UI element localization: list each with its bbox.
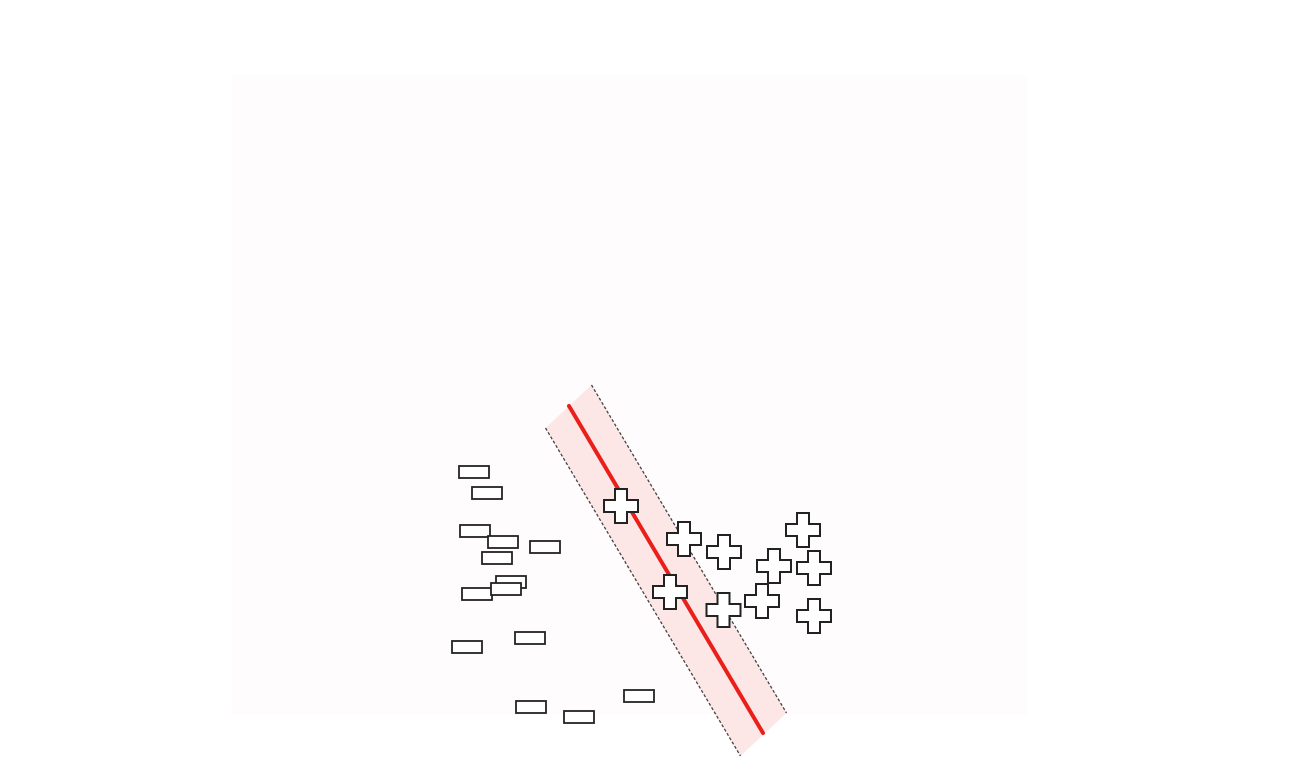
positive-point-8 [744, 583, 780, 619]
negative-point-5 [481, 551, 513, 565]
negative-point-9 [490, 582, 522, 596]
negative-point-3 [459, 524, 491, 538]
hyperplane-line [567, 404, 765, 735]
positive-point-4 [652, 574, 688, 610]
positive-point-1 [603, 488, 639, 524]
negative-point-14 [623, 689, 655, 703]
positive-point-3 [706, 534, 742, 570]
negative-point-10 [451, 640, 483, 654]
negative-point-8 [461, 587, 493, 601]
positive-point-10 [796, 598, 832, 634]
positive-point-7 [796, 550, 832, 586]
negative-point-11 [514, 631, 546, 645]
positive-points-group [603, 488, 832, 634]
positive-point-5 [756, 548, 792, 584]
negative-point-12 [515, 700, 547, 714]
negative-point-4 [487, 535, 519, 549]
plot-area [232, 75, 1027, 715]
negative-point-6 [529, 540, 561, 554]
positive-point-6 [785, 512, 821, 548]
margin-boundary-lower [544, 427, 742, 757]
negative-points-group [451, 465, 655, 724]
negative-point-2 [471, 486, 503, 500]
negative-point-1 [458, 465, 490, 479]
positive-point-2 [666, 521, 702, 557]
negative-point-13 [563, 710, 595, 724]
positive-point-9 [705, 592, 742, 628]
